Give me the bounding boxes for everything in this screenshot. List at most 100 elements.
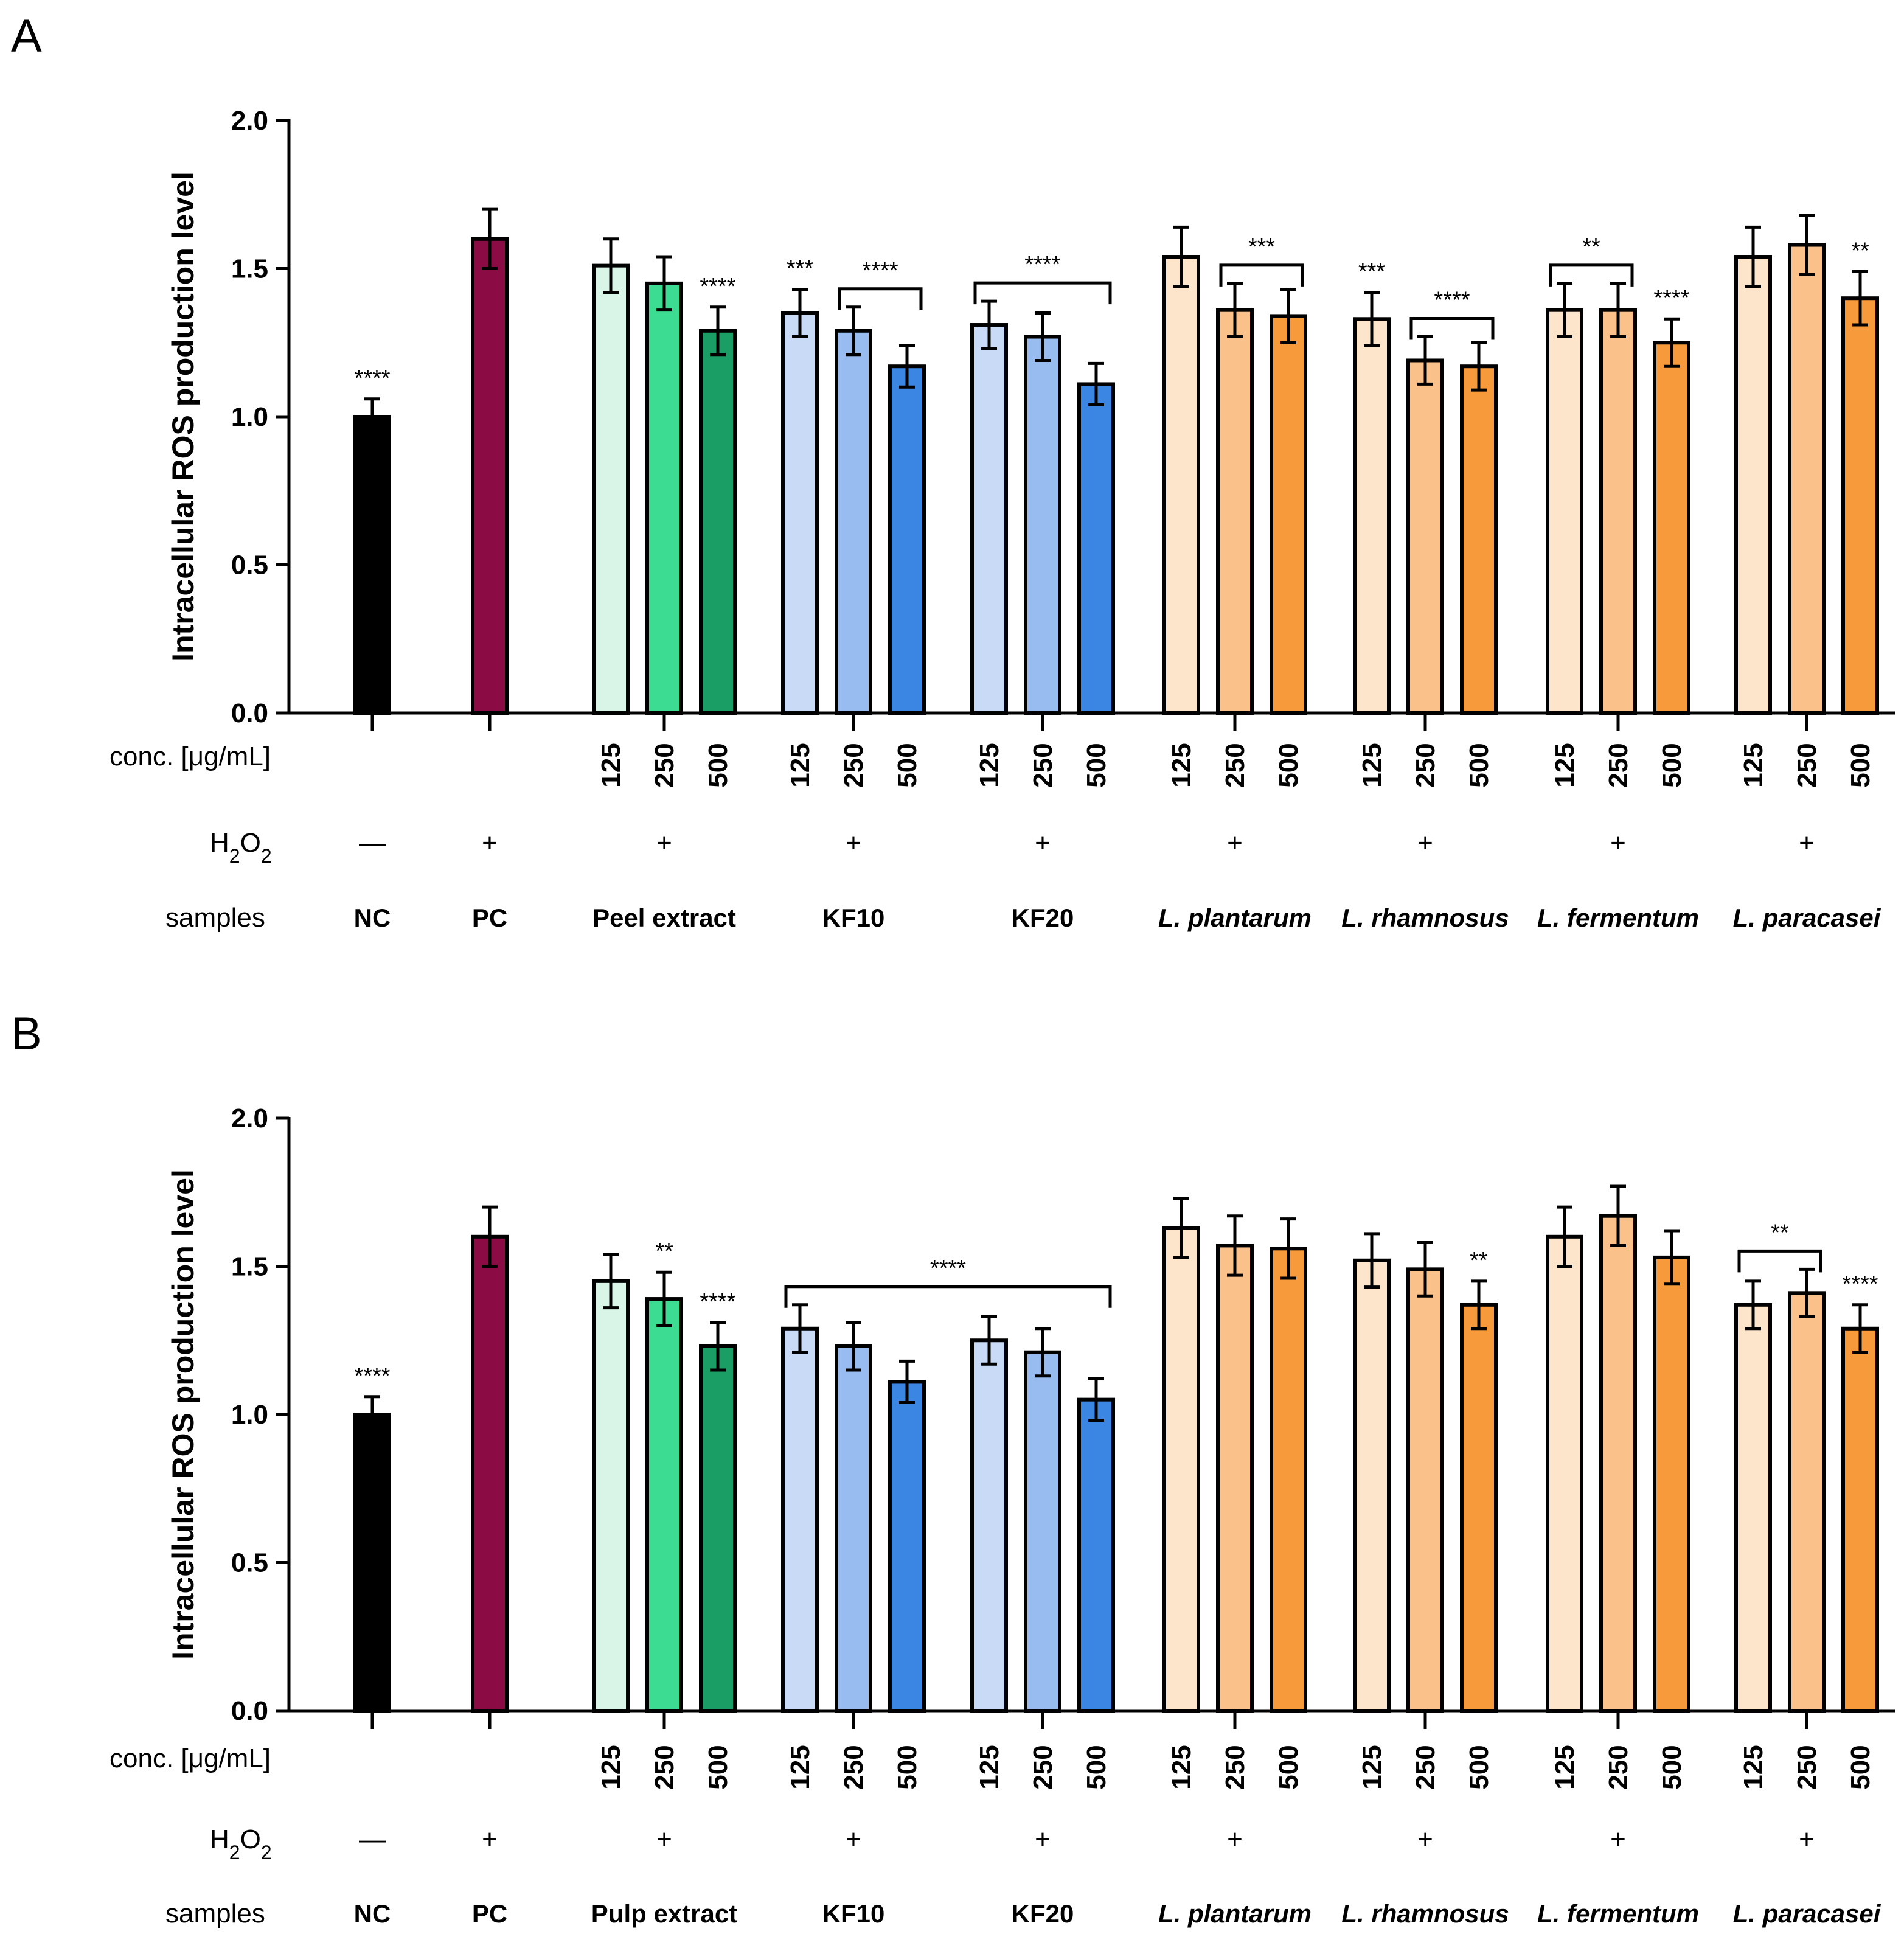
h2o2-sign: + [656, 828, 672, 858]
sample-label: KF20 [1012, 903, 1074, 932]
bar [1216, 308, 1254, 715]
bar [1460, 1303, 1498, 1713]
conc-label: 250 [1220, 1745, 1250, 1789]
y-tick-label: 2.0 [231, 106, 268, 136]
conc-label: 125 [596, 1745, 626, 1789]
significance-label: ** [1470, 1248, 1488, 1273]
bar [645, 281, 683, 715]
row-label-h2o2: H2O2 [210, 828, 272, 867]
sample-label: L. rhamnosus [1341, 1899, 1509, 1928]
bar [1406, 1267, 1444, 1713]
significance-label: ** [1771, 1220, 1789, 1245]
bar [1024, 1350, 1061, 1713]
bar [1788, 243, 1826, 715]
bar [835, 329, 872, 715]
significance-bracket [1737, 1249, 1822, 1273]
h2o2-sign: + [1610, 828, 1626, 858]
conc-label: 500 [1274, 743, 1304, 787]
bar [1024, 335, 1061, 715]
y-axis-label: Intracellular ROS production level [166, 1169, 200, 1660]
bar [1406, 358, 1444, 715]
significance-label: **** [700, 1289, 735, 1315]
panel-B: B Intracellular ROS production level 0.0 0.… [11, 1008, 1895, 1929]
conc-label: 500 [892, 1745, 922, 1789]
h2o2-sign: + [1610, 1825, 1626, 1854]
sample-label: KF10 [822, 903, 885, 932]
h2o2-sign: + [1035, 1825, 1051, 1854]
bar [1546, 308, 1583, 715]
conc-label: 500 [892, 743, 922, 787]
conc-label: 250 [1603, 743, 1633, 787]
conc-label: 125 [785, 743, 815, 787]
bar [1270, 314, 1307, 715]
conc-label: 250 [1411, 1745, 1440, 1789]
conc-label: 125 [1357, 743, 1387, 787]
conc-label: 125 [975, 1745, 1004, 1789]
significance-label: *** [1358, 259, 1386, 284]
row-label-conc: conc. [μg/mL] [109, 742, 271, 771]
bar [1599, 1214, 1637, 1713]
bar [1653, 341, 1690, 715]
bar [699, 1344, 737, 1713]
conc-label: 250 [650, 743, 679, 787]
conc-label: 500 [1846, 743, 1875, 787]
conc-label: 125 [1357, 1745, 1387, 1789]
conc-label: 500 [1657, 743, 1687, 787]
significance-label: **** [1842, 1271, 1878, 1297]
conc-label: 500 [1082, 743, 1111, 787]
significance-bracket [1409, 317, 1495, 340]
significance-bracket [1549, 263, 1634, 287]
y-tick-label: 1.0 [231, 1400, 268, 1430]
h2o2-sign: + [482, 1825, 498, 1854]
sample-label: Pulp extract [591, 1899, 737, 1928]
bar [1653, 1255, 1690, 1713]
bar [1270, 1247, 1307, 1713]
sample-label: NC [354, 903, 391, 932]
conc-label: 250 [1792, 1745, 1822, 1789]
significance-label: **** [354, 366, 390, 391]
bar [699, 329, 737, 715]
significance-bracket [784, 1285, 1112, 1308]
significance-bracket [838, 287, 923, 310]
bar [1216, 1244, 1254, 1713]
bar [353, 415, 391, 715]
conc-label: 125 [1167, 1745, 1197, 1789]
sample-label: KF10 [822, 1899, 885, 1928]
bar [1162, 1226, 1200, 1713]
y-tick-label: 0.0 [231, 698, 268, 728]
bar [970, 1338, 1008, 1713]
panel-letter: B [11, 1008, 42, 1060]
row-label-samples: samples [165, 1899, 265, 1929]
sample-label: L. paracasei [1733, 1899, 1881, 1928]
significance-label: ** [1582, 234, 1600, 260]
sample-label: NC [354, 1899, 391, 1928]
bar [592, 1279, 630, 1713]
conc-label: 500 [1464, 743, 1494, 787]
h2o2-sign: + [1227, 828, 1243, 858]
bar [471, 1234, 509, 1713]
conc-label: 500 [703, 743, 733, 787]
conc-label: 125 [975, 743, 1004, 787]
h2o2-sign: + [1417, 828, 1433, 858]
h2o2-sign: + [656, 1825, 672, 1854]
significance-label: **** [354, 1363, 390, 1389]
bar [1162, 255, 1200, 715]
conc-label: 250 [839, 743, 869, 787]
bar [353, 1413, 391, 1713]
bar [1460, 364, 1498, 715]
conc-label: 250 [1411, 743, 1440, 787]
significance-label: **** [930, 1256, 966, 1281]
conc-label: 250 [1028, 1745, 1058, 1789]
sample-label: PC [472, 1899, 507, 1928]
y-tick-label: 1.5 [231, 254, 268, 284]
bar [1077, 382, 1115, 715]
significance-label: *** [787, 256, 814, 282]
bar [781, 1326, 819, 1713]
bar [1599, 308, 1637, 715]
row-label-samples: samples [165, 903, 265, 933]
h2o2-sign: — [359, 828, 386, 858]
conc-label: 250 [1603, 1745, 1633, 1789]
bar [1841, 296, 1879, 715]
panel-A: A Intracellular ROS production level 0.0 0.… [11, 10, 1895, 933]
